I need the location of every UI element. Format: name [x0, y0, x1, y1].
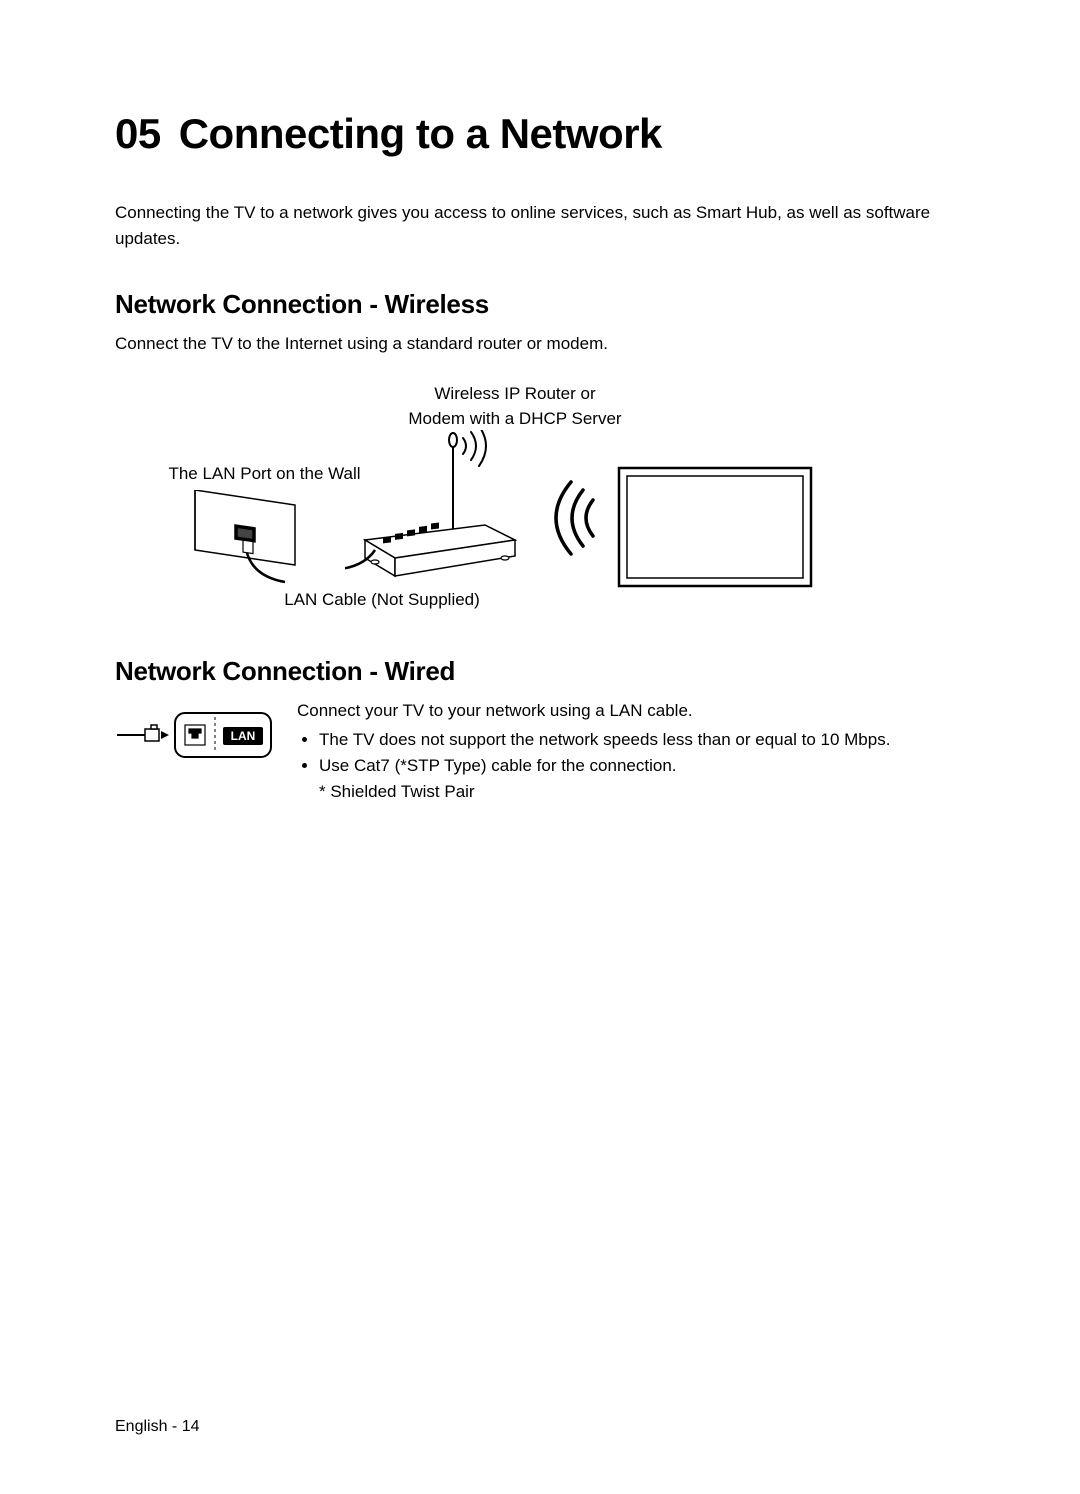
chapter-title: 05 Connecting to a Network	[115, 110, 965, 158]
footer-language: English	[115, 1418, 167, 1435]
lan-port-icon: LAN	[115, 707, 275, 763]
page-footer: English - 14	[115, 1418, 200, 1436]
wired-note: * Shielded Twist Pair	[297, 782, 965, 802]
wired-content-row: LAN Connect your TV to your network usin…	[115, 701, 965, 802]
chapter-title-text: Connecting to a Network	[179, 110, 662, 157]
chapter-number: 05	[115, 110, 161, 157]
intro-paragraph: Connecting the TV to a network gives you…	[115, 200, 965, 251]
wireless-diagram: Wireless IP Router or Modem with a DHCP …	[115, 382, 965, 632]
footer-page-number: 14	[182, 1418, 200, 1435]
wired-bullet-list: The TV does not support the network spee…	[297, 727, 965, 780]
router-label: Wireless IP Router or Modem with a DHCP …	[375, 382, 655, 431]
tv-icon	[615, 464, 815, 594]
lan-port-label-text: LAN	[231, 729, 256, 743]
document-page: 05 Connecting to a Network Connecting the…	[0, 0, 1080, 1494]
router-icon	[345, 430, 545, 590]
wired-heading: Network Connection - Wired	[115, 656, 965, 687]
wireless-desc: Connect the TV to the Internet using a s…	[115, 334, 965, 354]
wired-text-block: Connect your TV to your network using a …	[297, 701, 965, 802]
wireless-wave-icon	[535, 478, 605, 558]
wired-intro: Connect your TV to your network using a …	[297, 701, 965, 721]
wall-port-icon	[185, 490, 305, 590]
wired-bullet-1: The TV does not support the network spee…	[319, 727, 965, 753]
wired-bullet-2: Use Cat7 (*STP Type) cable for the conne…	[319, 753, 965, 779]
wireless-heading: Network Connection - Wireless	[115, 289, 965, 320]
lan-cable-label: LAN Cable (Not Supplied)	[257, 590, 507, 610]
